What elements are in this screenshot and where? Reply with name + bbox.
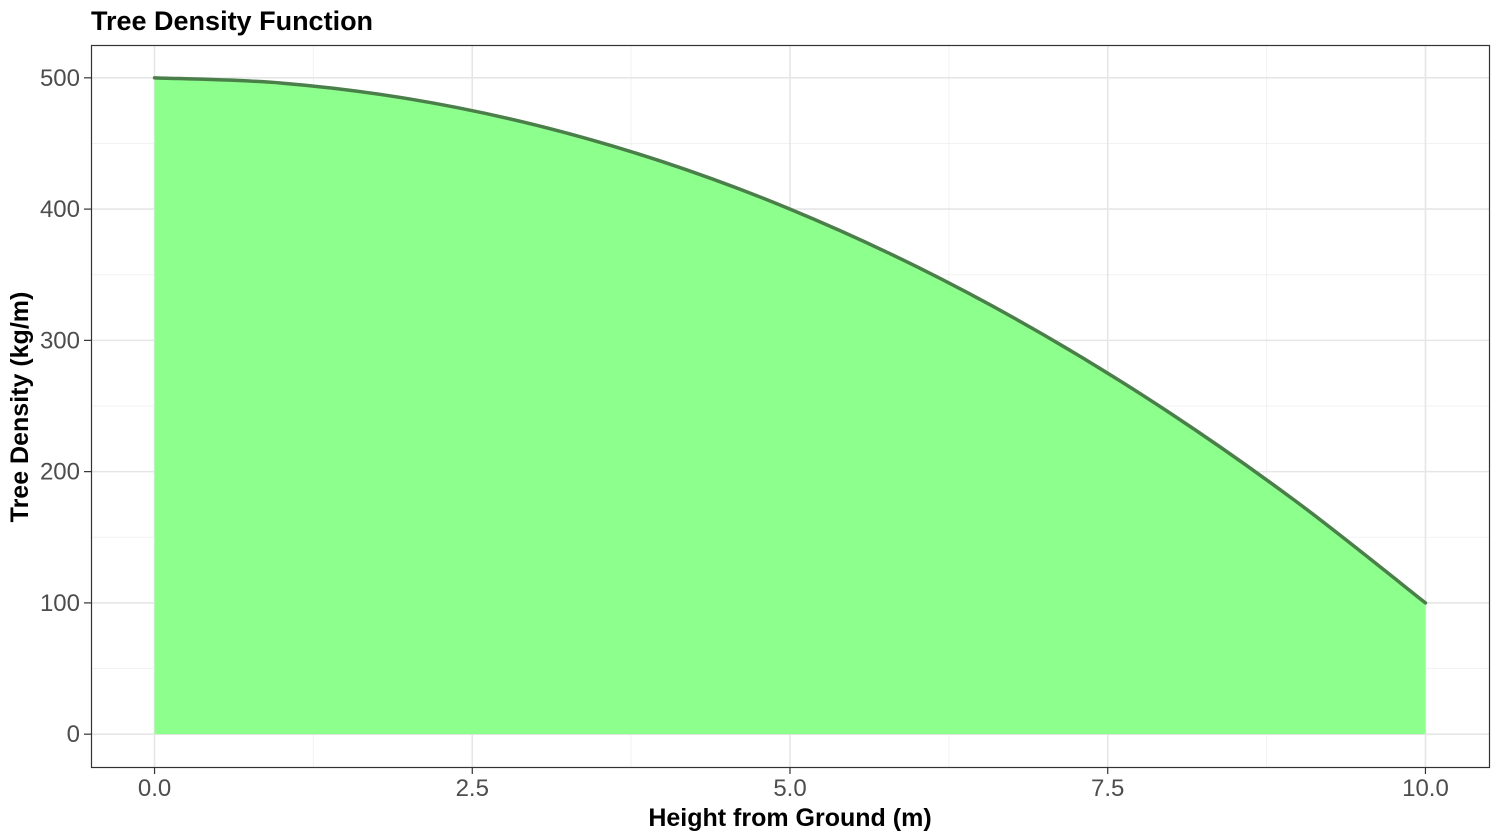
x-axis-title: Height from Ground (m) [648, 804, 931, 832]
y-axis-title: Tree Density (kg/m) [6, 292, 34, 523]
x-tick-label: 0.0 [138, 775, 171, 802]
y-tick-label: 400 [40, 196, 80, 223]
y-tick-label: 200 [40, 459, 80, 486]
x-tick-label: 5.0 [773, 775, 806, 802]
area-layer [152, 76, 1428, 735]
axis-tick-labels: 0.0 2.5 5.0 7.5 10.0 0 100 200 300 400 500 [40, 65, 1449, 802]
x-tick-label: 2.5 [456, 775, 489, 802]
axis-ticks [84, 77, 1427, 774]
y-tick-label: 500 [40, 65, 80, 92]
chart-title: Tree Density Function [91, 6, 373, 36]
y-tick-label: 0 [67, 721, 80, 748]
x-tick-label: 7.5 [1091, 775, 1124, 802]
density-area [154, 77, 1426, 735]
y-tick-label: 300 [40, 327, 80, 354]
y-tick-label: 100 [40, 590, 80, 617]
x-tick-label: 10.0 [1402, 775, 1449, 802]
density-line [152, 76, 1428, 605]
